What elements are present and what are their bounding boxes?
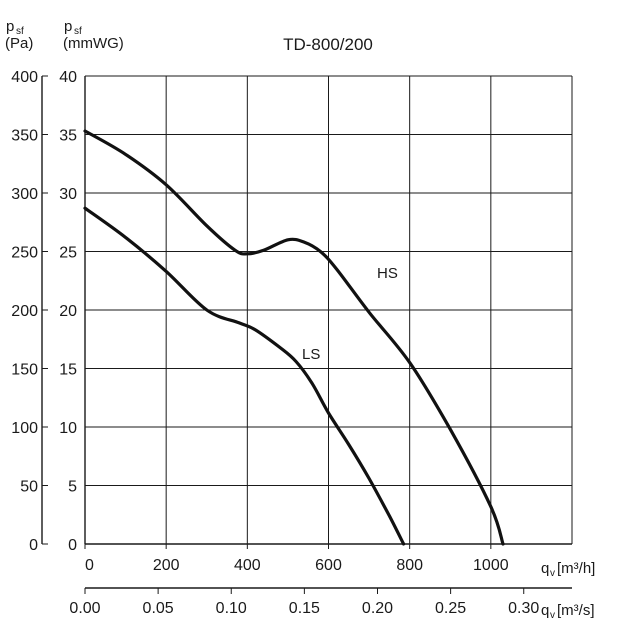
- series-label-ls: LS: [302, 346, 320, 363]
- left-tick-label: 0: [29, 537, 38, 554]
- performance-curves: [83, 129, 505, 546]
- left-tick-label: 50: [20, 479, 38, 496]
- x-bottom-label-prefix: q: [541, 602, 549, 619]
- top-x-tick-label: 1000: [473, 557, 509, 574]
- right-tick-labels: 0 5 10 15 20 25 30 35 40: [59, 69, 77, 554]
- x-top-label-prefix: q: [541, 560, 549, 577]
- right-tick-label: 15: [59, 362, 77, 379]
- top-x-tick-label: 800: [396, 557, 423, 574]
- left-tick-label: 350: [11, 128, 38, 145]
- top-x-tick-labels: 0 200 400 600 800 1000: [85, 557, 509, 574]
- left-tick-label: 300: [11, 186, 38, 203]
- right-axis-subscript: sf: [74, 26, 82, 37]
- bottom-x-tick-label: 0.20: [362, 600, 393, 617]
- bottom-x-tick-label: 0.30: [508, 600, 539, 617]
- right-tick-label: 10: [59, 420, 77, 437]
- left-tick-label: 400: [11, 69, 38, 86]
- x-bottom-label-sub: v: [550, 610, 555, 621]
- right-tick-label: 35: [59, 128, 77, 145]
- x-bottom-label-unit: [m³/s]: [557, 602, 595, 619]
- bottom-x-tick-label: 0.00: [69, 600, 100, 617]
- series-label-hs: HS: [377, 265, 398, 282]
- bottom-x-tick-labels: 0.00 0.05 0.10 0.15 0.20 0.25 0.30: [69, 600, 539, 617]
- chart-title: TD-800/200: [283, 35, 373, 54]
- right-axis-unit: (mmWG): [63, 35, 124, 52]
- right-tick-label: 30: [59, 186, 77, 203]
- x-axis-top-label: q v [m³/h]: [541, 560, 595, 579]
- bottom-x-tick-label: 0.05: [143, 600, 174, 617]
- bottom-x-tick-label: 0.15: [289, 600, 320, 617]
- left-tick-label: 200: [11, 303, 38, 320]
- left-axis-subscript: sf: [16, 26, 24, 37]
- right-tick-label: 20: [59, 303, 77, 320]
- left-tick-label: 250: [11, 245, 38, 262]
- x-top-label-unit: [m³/h]: [557, 560, 595, 577]
- bottom-x-tick-label: 0.25: [435, 600, 466, 617]
- top-x-tick-label: 200: [153, 557, 180, 574]
- left-tick-label: 100: [11, 420, 38, 437]
- right-axis-header: p sf (mmWG): [63, 18, 124, 52]
- gridlines: [42, 75, 573, 594]
- x-axis-bottom-label: q v [m³/s]: [541, 602, 595, 621]
- left-axis-unit: (Pa): [5, 35, 33, 52]
- top-x-tick-label: 600: [315, 557, 342, 574]
- right-axis-symbol: p: [64, 18, 72, 35]
- left-axis-header: p sf (Pa): [5, 18, 33, 52]
- bottom-x-tick-label: 0.10: [216, 600, 247, 617]
- left-tick-labels: 0 50 100 150 200 250 300 350 400: [11, 69, 38, 554]
- top-x-tick-label: 400: [234, 557, 261, 574]
- series-line-ls: [83, 206, 406, 546]
- right-tick-label: 5: [68, 479, 77, 496]
- axes: [41, 76, 572, 589]
- left-tick-label: 150: [11, 362, 38, 379]
- right-tick-label: 40: [59, 69, 77, 86]
- top-x-tick-label: 0: [85, 557, 94, 574]
- left-axis-symbol: p: [6, 18, 14, 35]
- x-top-label-sub: v: [550, 568, 555, 579]
- right-tick-label: 0: [68, 537, 77, 554]
- right-tick-label: 25: [59, 245, 77, 262]
- series-line-hs: [83, 129, 505, 546]
